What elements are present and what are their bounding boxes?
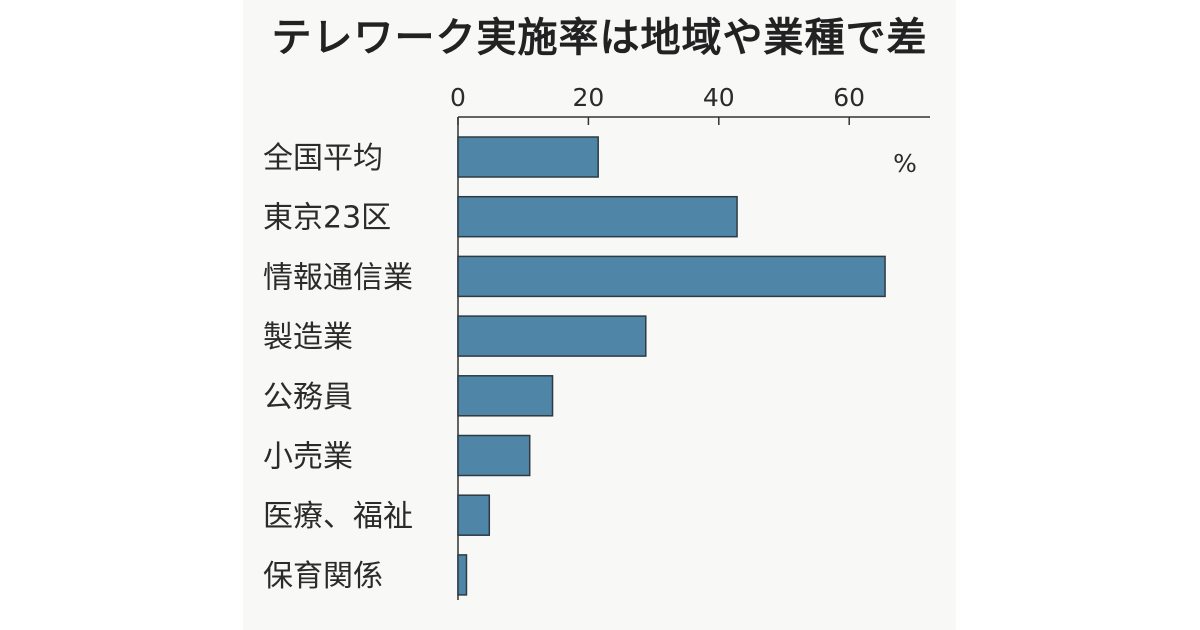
category-label-0: 全国平均 <box>263 141 383 176</box>
bar-4 <box>457 375 554 417</box>
x-tick-label-40: 40 <box>703 83 735 112</box>
bar-7 <box>457 554 468 596</box>
category-label-5: 小売業 <box>263 440 353 475</box>
chart-title: テレワーク実施率は地域や業種で差 <box>271 15 928 61</box>
x-tick-label-0: 0 <box>450 83 466 112</box>
bar-2 <box>457 255 886 298</box>
category-label-3: 製造業 <box>263 320 353 355</box>
bar-6 <box>457 494 491 536</box>
bar-1 <box>457 195 738 238</box>
category-label-6: 医療、福祉 <box>263 499 413 534</box>
unit-label: % <box>893 149 917 178</box>
category-label-7: 保育関係 <box>263 559 383 594</box>
category-label-2: 情報通信業 <box>263 260 413 295</box>
bar-0 <box>457 136 599 178</box>
chart-panel <box>243 0 956 630</box>
x-tick-label-60: 60 <box>833 83 865 112</box>
x-tick-label-20: 20 <box>572 83 604 112</box>
category-label-4: 公務員 <box>263 380 353 415</box>
bar-5 <box>457 434 531 477</box>
bar-3 <box>457 315 647 357</box>
category-label-1: 東京23区 <box>263 201 391 236</box>
